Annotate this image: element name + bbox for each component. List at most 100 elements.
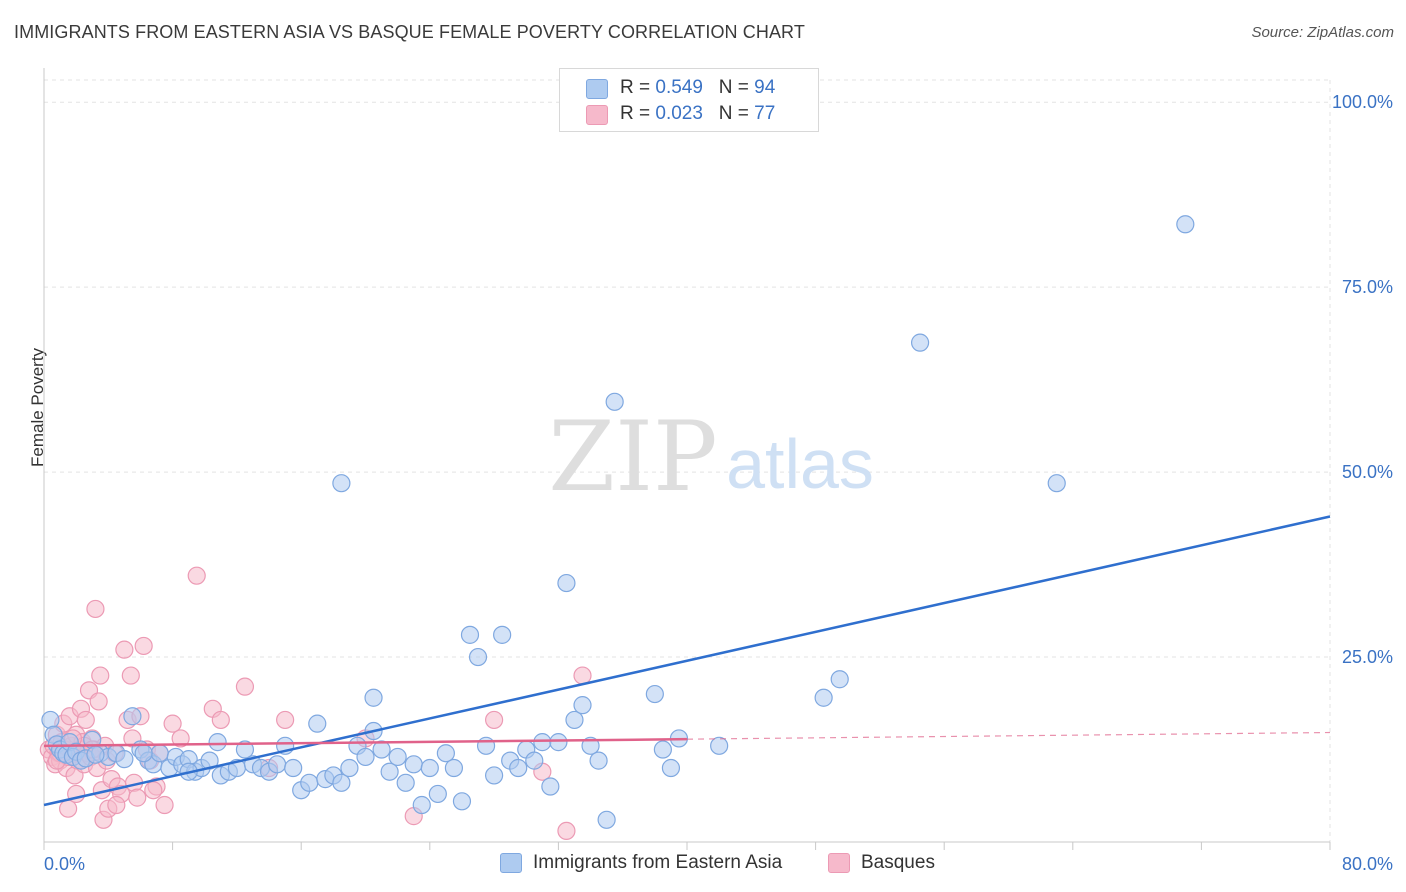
basques-point — [155, 795, 174, 815]
eastern-asia-point — [509, 758, 528, 778]
basques-point — [121, 666, 140, 685]
bottom-legend-label: Basques — [861, 852, 935, 873]
basques-trendline — [43, 737, 688, 748]
basques-point — [86, 599, 105, 619]
eastern-asia-point — [661, 758, 681, 778]
legend-r-value: 0.023 — [655, 103, 703, 124]
eastern-asia-point — [123, 707, 142, 726]
chart-title: IMMIGRANTS FROM EASTERN ASIA VS BASQUE F… — [14, 22, 805, 42]
watermark-zip: ZIP — [548, 401, 717, 513]
basques-trendline-extension — [686, 731, 1331, 740]
eastern-asia-point — [340, 758, 359, 778]
bottom-legend-swatch-blue — [500, 853, 522, 873]
basques-point — [187, 566, 206, 585]
legend-n-label: N = — [718, 77, 755, 98]
basques-point — [144, 781, 163, 800]
basques-point — [171, 729, 190, 748]
eastern-asia-point — [493, 625, 512, 644]
eastern-asia-point — [444, 758, 464, 778]
basques-point — [91, 666, 110, 685]
eastern-asia-point — [710, 736, 729, 755]
basques-points — [39, 566, 592, 841]
eastern-asia-point — [814, 688, 833, 707]
basques-point — [76, 710, 95, 730]
eastern-asia-point — [468, 647, 488, 667]
eastern-asia-point — [428, 784, 447, 804]
basques-point — [107, 795, 126, 815]
eastern-asia-point — [549, 733, 568, 752]
eastern-asia-point — [332, 474, 351, 493]
eastern-asia-point — [332, 773, 351, 792]
eastern-asia-point — [525, 751, 544, 770]
basques-point — [557, 821, 576, 841]
basques-point — [211, 710, 230, 730]
eastern-asia-point — [541, 777, 560, 796]
legend-n-label: N = — [718, 103, 755, 124]
eastern-asia-point — [1176, 215, 1195, 234]
eastern-asia-point — [300, 773, 319, 792]
eastern-asia-point — [380, 762, 399, 781]
eastern-asia-point — [573, 696, 592, 715]
source-label: Source: ZipAtlas.com — [1251, 24, 1394, 41]
eastern-asia-trendline — [43, 515, 1331, 807]
eastern-asia-point — [452, 792, 472, 811]
eastern-asia-points — [41, 215, 1195, 829]
eastern-asia-point — [605, 392, 624, 411]
legend-swatch-pink — [586, 105, 608, 125]
legend-text-eastern-asia: R = 0.549 N = 94 — [620, 77, 775, 99]
eastern-asia-point — [404, 755, 423, 774]
eastern-asia-point — [41, 710, 60, 730]
y-tick-label: 50.0% — [1342, 462, 1393, 482]
eastern-asia-point — [565, 710, 584, 730]
legend-text-basques: R = 0.023 N = 77 — [620, 103, 775, 125]
eastern-asia-point — [372, 740, 391, 759]
eastern-asia-point — [476, 736, 496, 755]
eastern-asia-point — [557, 573, 576, 593]
eastern-asia-point — [356, 747, 375, 767]
eastern-asia-point — [388, 747, 407, 767]
eastern-asia-point — [115, 750, 134, 769]
eastern-asia-point — [581, 736, 600, 755]
basques-point — [573, 666, 592, 685]
watermark: ZIP atlas — [548, 401, 874, 513]
eastern-asia-point — [1047, 474, 1066, 493]
eastern-asia-point — [364, 688, 383, 707]
eastern-asia-point — [284, 758, 303, 778]
eastern-asia-point — [485, 766, 504, 785]
eastern-asia-point — [235, 740, 255, 759]
bottom-legend-label: Immigrants from Eastern Asia — [533, 852, 783, 873]
eastern-asia-point — [653, 740, 672, 759]
eastern-asia-point — [830, 670, 849, 689]
eastern-asia-point — [86, 745, 105, 764]
eastern-asia-point — [208, 733, 227, 752]
eastern-asia-point — [589, 751, 608, 770]
legend-n-value: 77 — [754, 103, 776, 124]
eastern-asia-point — [460, 625, 480, 644]
eastern-asia-point — [436, 744, 455, 763]
legend: R = 0.549 N = 94 R = 0.023 N = 77 — [559, 68, 819, 132]
eastern-asia-point — [597, 810, 616, 829]
eastern-asia-point — [396, 773, 415, 792]
basques-point — [115, 640, 134, 659]
basques-point — [276, 710, 295, 730]
eastern-asia-point — [308, 714, 327, 733]
eastern-asia-point — [910, 333, 930, 352]
legend-r-value: 0.549 — [655, 77, 703, 98]
basques-point — [235, 677, 255, 696]
axes-layer — [43, 68, 1331, 850]
bottom-legend-swatch-pink — [828, 853, 850, 873]
eastern-asia-point — [420, 758, 439, 778]
eastern-asia-point — [267, 755, 287, 774]
eastern-asia-point — [645, 684, 664, 704]
watermark-atlas: atlas — [726, 425, 874, 503]
legend-r-label: R = — [620, 77, 656, 98]
eastern-asia-point — [134, 744, 153, 763]
trend-layer — [43, 515, 1331, 807]
basques-point — [163, 714, 182, 733]
basques-point — [134, 636, 153, 656]
basques-point — [485, 710, 504, 730]
eastern-asia-point — [533, 733, 552, 752]
basques-point — [128, 788, 147, 807]
legend-r-label: R = — [620, 103, 656, 124]
